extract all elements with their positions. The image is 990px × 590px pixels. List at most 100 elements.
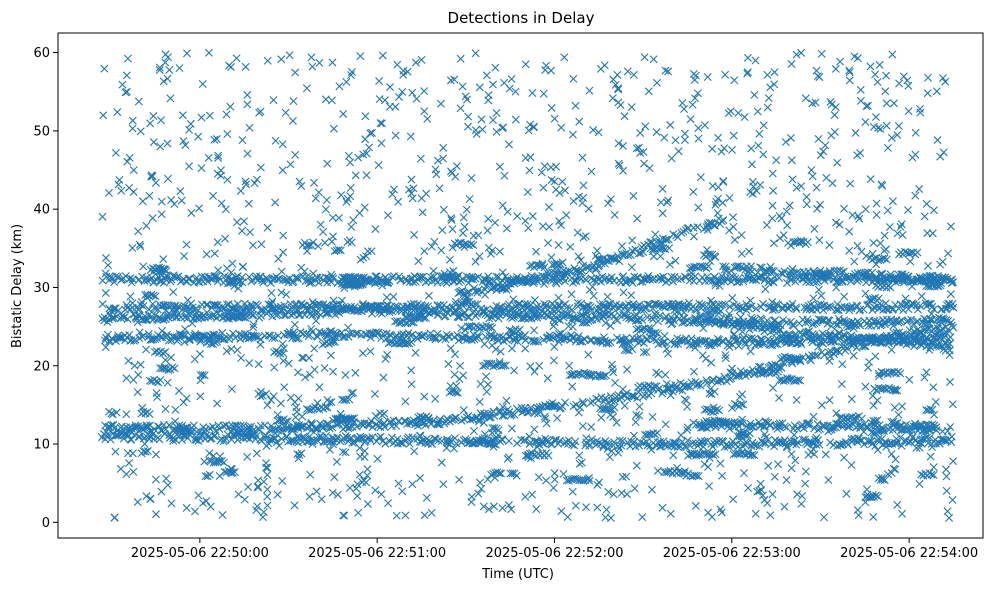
detection-point <box>592 394 601 403</box>
detection-point <box>277 434 286 443</box>
detection-point <box>252 449 261 458</box>
detection-point <box>887 450 896 459</box>
detection-point <box>234 284 243 293</box>
detection-point <box>157 197 166 206</box>
detection-point <box>850 257 859 266</box>
detection-point <box>507 74 516 83</box>
detection-point <box>318 340 327 349</box>
detection-point <box>407 380 416 389</box>
detection-point <box>568 487 577 496</box>
detection-point <box>302 84 311 93</box>
detection-point <box>899 72 908 81</box>
detection-point <box>502 224 511 233</box>
detection-point <box>791 456 800 465</box>
detection-point <box>929 463 938 472</box>
detection-point <box>290 320 299 329</box>
detection-point <box>636 438 645 447</box>
detection-point <box>851 128 860 137</box>
detection-point <box>417 332 426 341</box>
detection-point <box>842 489 851 498</box>
detection-point <box>725 193 734 202</box>
detection-point <box>495 247 504 256</box>
detection-point <box>213 238 222 247</box>
detection-point <box>897 220 906 229</box>
detection-point <box>215 425 224 433</box>
detection-point <box>113 431 122 440</box>
detection-point <box>817 49 826 58</box>
detection-point <box>344 151 353 160</box>
detection-point <box>175 64 184 73</box>
detection-point <box>853 269 862 278</box>
detection-point <box>451 350 460 359</box>
detection-point <box>222 110 231 119</box>
detection-point <box>747 160 756 169</box>
detection-point <box>750 90 759 99</box>
detection-point <box>890 99 898 108</box>
detection-point <box>263 56 272 65</box>
detection-point <box>272 437 281 446</box>
detection-point <box>182 49 191 58</box>
detection-point <box>136 127 145 136</box>
detection-point <box>905 326 914 335</box>
detection-point <box>464 411 473 420</box>
detection-point <box>847 331 856 340</box>
detection-point <box>840 204 849 213</box>
detection-point <box>165 65 174 74</box>
detection-point <box>472 309 481 318</box>
detection-point <box>813 204 822 213</box>
detection-point <box>110 313 119 322</box>
detection-point <box>98 212 107 221</box>
detection-point <box>833 158 842 167</box>
detection-point <box>651 230 660 239</box>
detection-point <box>855 214 864 223</box>
detection-point <box>654 317 663 326</box>
detection-point <box>325 424 334 433</box>
detection-point <box>751 56 760 65</box>
detection-point <box>931 397 940 406</box>
detection-point <box>698 317 707 326</box>
detection-point <box>347 238 356 247</box>
detection-point <box>821 141 830 150</box>
detection-point <box>595 478 603 487</box>
detection-point <box>489 116 498 125</box>
detection-point <box>176 187 185 196</box>
detection-point <box>278 476 287 485</box>
detection-point <box>234 490 243 499</box>
detection-point <box>310 344 319 353</box>
detection-point <box>123 315 132 323</box>
detection-point <box>567 331 576 340</box>
detection-point <box>117 186 126 195</box>
detection-point <box>868 391 877 400</box>
detection-point <box>433 419 442 428</box>
detection-point <box>510 336 519 345</box>
detection-point <box>946 290 955 299</box>
detection-point <box>727 266 735 275</box>
detection-point <box>165 431 174 440</box>
detection-point <box>803 238 812 247</box>
detection-point <box>734 319 743 328</box>
detection-point <box>737 231 746 240</box>
detection-point <box>630 438 638 447</box>
detection-point <box>618 385 627 394</box>
detection-point <box>512 471 521 480</box>
detection-point <box>125 183 134 192</box>
detection-point <box>728 293 737 302</box>
detection-point <box>691 501 700 510</box>
detection-point <box>648 412 657 421</box>
detection-point <box>498 268 507 277</box>
detection-point <box>437 246 446 255</box>
detection-point <box>281 108 290 117</box>
detection-point <box>485 314 494 323</box>
detection-point <box>245 123 254 132</box>
detection-point <box>330 473 339 482</box>
detection-point <box>854 212 863 221</box>
detection-point <box>528 89 537 97</box>
detection-point <box>543 374 552 383</box>
detection-point <box>550 177 559 186</box>
detection-point <box>729 213 738 222</box>
detection-point <box>464 122 473 131</box>
detection-point <box>346 158 355 167</box>
detection-point <box>729 131 738 140</box>
detection-point <box>197 164 206 173</box>
